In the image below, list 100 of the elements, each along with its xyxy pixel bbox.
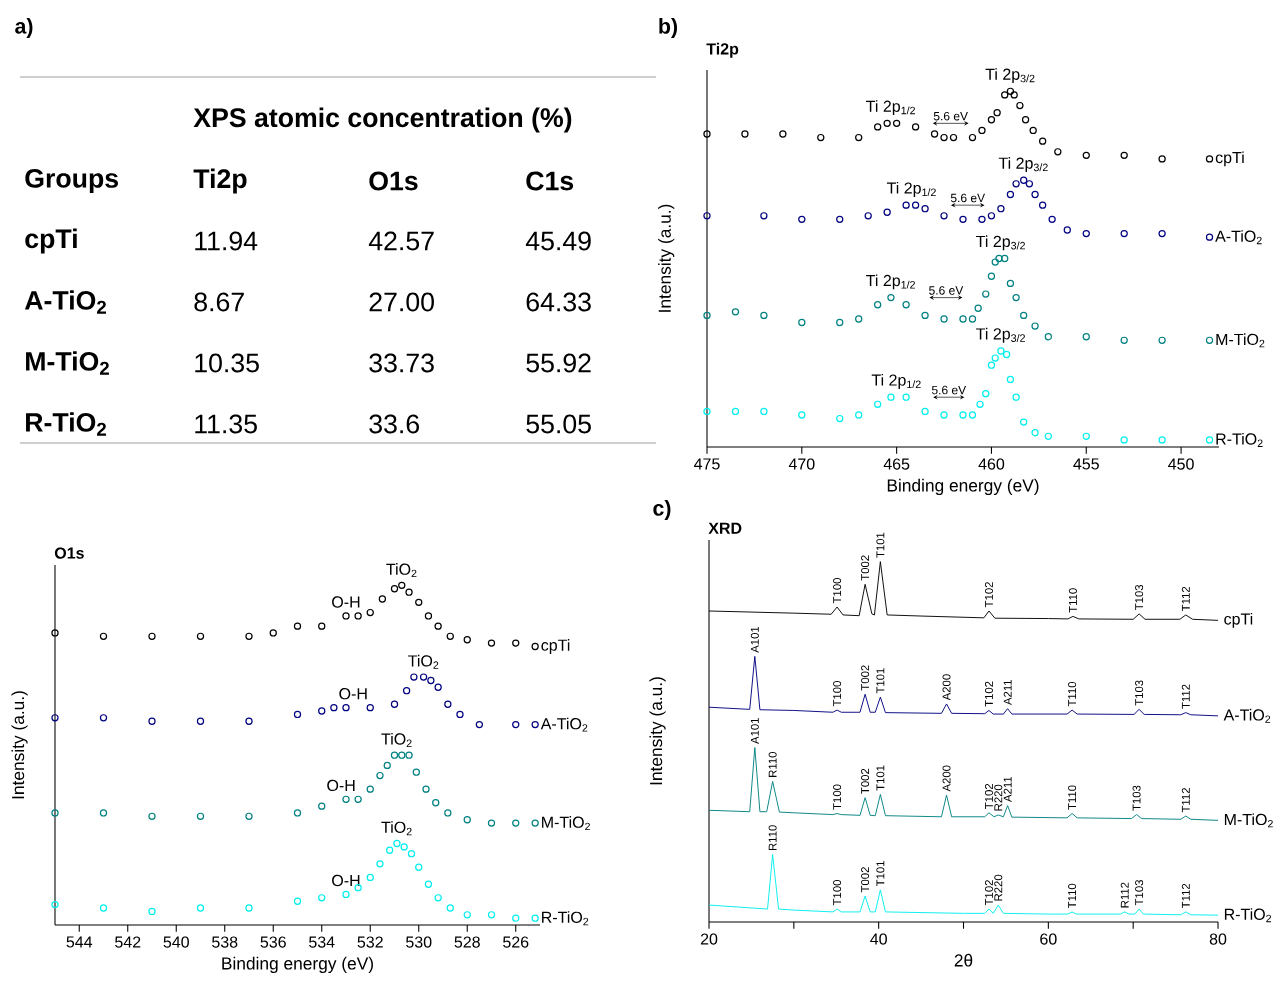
point bbox=[883, 119, 891, 128]
point bbox=[1010, 91, 1018, 99]
point bbox=[968, 315, 977, 323]
annotation: 5.6 eV bbox=[933, 111, 968, 121]
point bbox=[393, 839, 401, 848]
point bbox=[342, 795, 350, 804]
point bbox=[760, 212, 768, 220]
point bbox=[959, 315, 967, 323]
point bbox=[968, 133, 977, 142]
annotation: T103 bbox=[1135, 880, 1144, 906]
annotation: R110 bbox=[768, 825, 777, 851]
annotation: 5.6 eV bbox=[929, 286, 964, 295]
point bbox=[887, 293, 895, 302]
x-tick-label: 470 bbox=[788, 458, 815, 470]
annotation: T102 bbox=[984, 582, 993, 608]
point bbox=[997, 347, 1005, 355]
text: 55.92 bbox=[526, 353, 591, 373]
text: 64.33 bbox=[526, 292, 591, 312]
annotation: R220 bbox=[994, 784, 1003, 811]
point bbox=[342, 890, 350, 899]
point bbox=[318, 707, 326, 715]
series-label: cpTi bbox=[1224, 612, 1253, 628]
x-tick-label: 455 bbox=[1073, 458, 1099, 470]
point bbox=[446, 904, 454, 912]
point bbox=[531, 720, 539, 729]
point bbox=[911, 123, 920, 131]
series-label: cpTi bbox=[1215, 151, 1244, 167]
text: 33.73 bbox=[369, 353, 434, 373]
point bbox=[1001, 91, 1009, 99]
point bbox=[293, 622, 302, 630]
point bbox=[424, 880, 433, 888]
point bbox=[731, 407, 740, 416]
text: 8.67 bbox=[194, 292, 244, 312]
point bbox=[475, 720, 484, 729]
annotation: T112 bbox=[1181, 684, 1190, 709]
point bbox=[1205, 336, 1214, 344]
point bbox=[354, 612, 362, 620]
point bbox=[487, 911, 496, 919]
point bbox=[383, 761, 391, 770]
y-axis-title: Intensity (a.u.) bbox=[11, 691, 28, 799]
point bbox=[855, 133, 863, 142]
x-tick-label: 460 bbox=[978, 458, 1005, 470]
x-tick-label: 80 bbox=[1209, 933, 1227, 945]
annotation: A101 bbox=[750, 626, 759, 653]
point bbox=[434, 894, 442, 902]
annotation: T112 bbox=[1181, 586, 1190, 612]
category-label: Ti2p bbox=[193, 168, 247, 194]
point bbox=[703, 130, 711, 138]
point bbox=[366, 703, 374, 712]
point bbox=[293, 897, 302, 905]
annotation: T101 bbox=[876, 532, 885, 558]
annotation: TiO$_{2}$ bbox=[381, 732, 412, 747]
point bbox=[1082, 151, 1090, 160]
annotation: TiO$_{2}$ bbox=[408, 654, 439, 669]
point bbox=[902, 393, 910, 401]
point bbox=[1029, 126, 1037, 135]
point bbox=[991, 258, 999, 266]
series-label: M-TiO$_{2}$ bbox=[1224, 813, 1273, 828]
point bbox=[342, 612, 350, 620]
category-label: R-TiO$_{2}$ bbox=[26, 412, 106, 436]
point bbox=[51, 629, 59, 637]
point bbox=[855, 315, 863, 323]
annotation: T102 bbox=[984, 880, 993, 906]
category-label: A-TiO$_{2}$ bbox=[24, 290, 106, 314]
point bbox=[959, 411, 967, 419]
point bbox=[196, 904, 205, 912]
point bbox=[1205, 436, 1214, 444]
point bbox=[760, 407, 768, 416]
point bbox=[99, 904, 108, 912]
point bbox=[148, 812, 156, 820]
point bbox=[1012, 393, 1020, 401]
point bbox=[1025, 180, 1034, 188]
chart-title: XRD bbox=[708, 522, 742, 534]
annotation: T100 bbox=[833, 784, 842, 810]
point bbox=[424, 612, 433, 620]
point bbox=[196, 717, 205, 725]
x-tick-label: 528 bbox=[454, 936, 480, 948]
point bbox=[99, 809, 108, 817]
point bbox=[892, 119, 901, 128]
point bbox=[887, 393, 895, 401]
text: 27.00 bbox=[369, 292, 434, 312]
point bbox=[318, 894, 326, 902]
point bbox=[982, 389, 990, 398]
point bbox=[836, 318, 844, 327]
point bbox=[921, 311, 929, 320]
annotation: Ti 2p$_{3/2}$ bbox=[976, 327, 1025, 343]
x-tick-label: 532 bbox=[357, 936, 383, 948]
category-label: M-TiO$_{2}$ bbox=[26, 351, 109, 375]
annotation: T002 bbox=[861, 867, 870, 893]
x-tick-label: 475 bbox=[694, 458, 720, 470]
annotation: O-H bbox=[339, 688, 367, 700]
annotation: T110 bbox=[1068, 681, 1077, 707]
point bbox=[196, 632, 205, 640]
x-tick-label: 542 bbox=[115, 936, 141, 948]
annotation: A200 bbox=[942, 674, 951, 701]
point bbox=[390, 751, 399, 759]
point bbox=[415, 598, 423, 607]
point bbox=[1001, 254, 1009, 263]
annotation: T103 bbox=[1135, 680, 1144, 706]
point bbox=[1120, 336, 1128, 344]
